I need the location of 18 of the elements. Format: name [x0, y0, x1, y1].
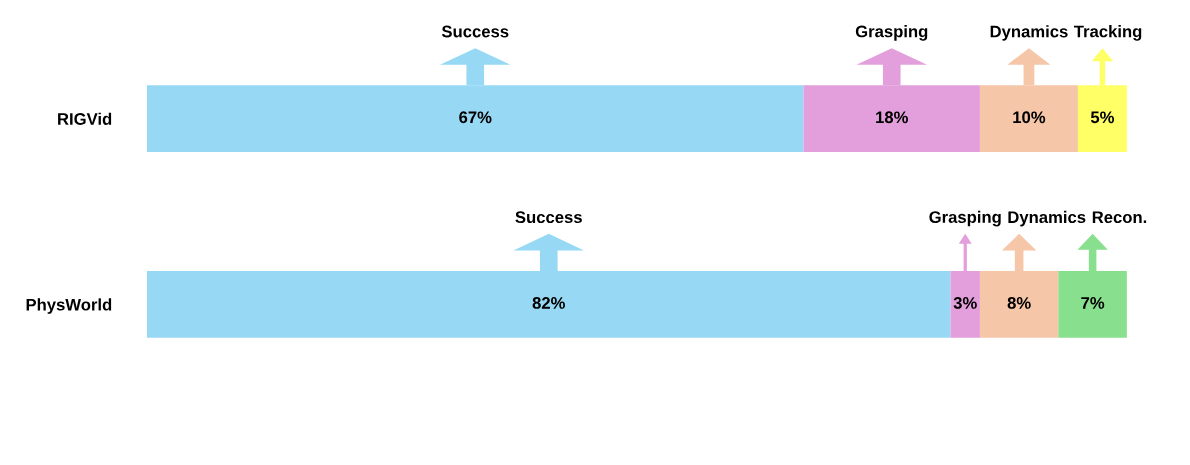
text: Tracking	[1073, 25, 1142, 41]
data-label: 82%	[532, 297, 565, 309]
text: Dynamics	[990, 25, 1068, 41]
text: Dynamics	[1008, 210, 1086, 227]
data-label: 3%	[953, 297, 977, 309]
text: Recon.	[1092, 211, 1147, 224]
y-tick-label: PhysWorld	[26, 298, 112, 314]
data-label: 5%	[1090, 111, 1115, 124]
data-label: 8%	[1007, 297, 1031, 309]
text: Success	[515, 211, 582, 224]
data-label: 18%	[876, 111, 908, 124]
text: Success	[441, 25, 509, 38]
y-tick-label: RIGVid	[58, 112, 112, 125]
data-label: 10%	[1013, 111, 1046, 124]
data-label: 67%	[459, 111, 492, 124]
text: Grasping	[929, 210, 1001, 227]
data-label: 7%	[1081, 297, 1105, 309]
text: Grasping	[855, 25, 928, 41]
